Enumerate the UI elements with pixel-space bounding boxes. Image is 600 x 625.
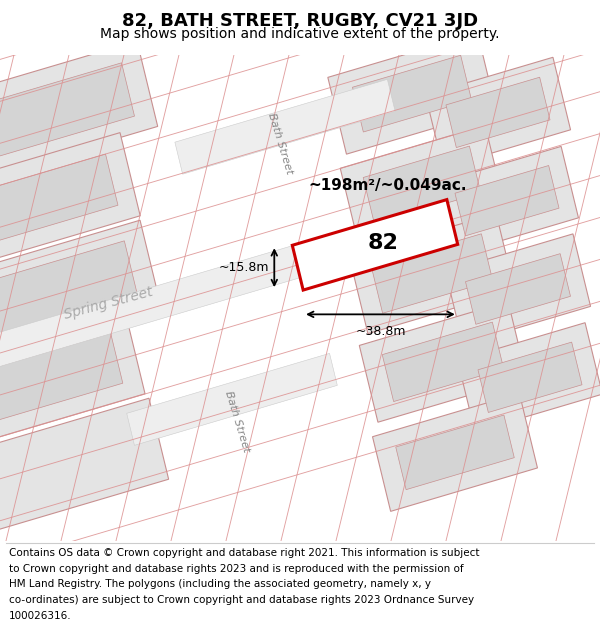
Text: ~38.8m: ~38.8m <box>355 326 406 338</box>
Text: HM Land Registry. The polygons (including the associated geometry, namely x, y: HM Land Registry. The polygons (includin… <box>9 579 431 589</box>
Polygon shape <box>127 353 337 446</box>
Text: 82, BATH STREET, RUGBY, CV21 3JD: 82, BATH STREET, RUGBY, CV21 3JD <box>122 12 478 30</box>
Polygon shape <box>425 58 571 168</box>
Text: co-ordinates) are subject to Crown copyright and database rights 2023 Ordnance S: co-ordinates) are subject to Crown copyr… <box>9 595 474 605</box>
Polygon shape <box>0 154 118 243</box>
Polygon shape <box>292 199 458 290</box>
Text: 82: 82 <box>368 232 398 253</box>
Polygon shape <box>445 234 590 344</box>
Polygon shape <box>0 398 169 533</box>
Polygon shape <box>466 254 571 324</box>
Polygon shape <box>436 146 578 255</box>
Polygon shape <box>0 241 138 337</box>
Polygon shape <box>363 146 481 224</box>
Polygon shape <box>0 41 158 179</box>
Polygon shape <box>0 132 140 264</box>
Polygon shape <box>0 244 307 368</box>
Polygon shape <box>340 126 504 245</box>
Polygon shape <box>373 393 538 511</box>
Text: Spring Street: Spring Street <box>62 285 154 322</box>
Polygon shape <box>359 301 527 423</box>
Polygon shape <box>0 312 145 443</box>
Polygon shape <box>175 79 395 174</box>
Polygon shape <box>0 220 161 358</box>
Polygon shape <box>458 322 600 432</box>
Polygon shape <box>0 63 134 158</box>
Polygon shape <box>349 214 515 334</box>
Text: 100026316.: 100026316. <box>9 611 71 621</box>
Text: Contains OS data © Crown copyright and database right 2021. This information is : Contains OS data © Crown copyright and d… <box>9 548 479 558</box>
Text: ~15.8m: ~15.8m <box>219 261 269 274</box>
Text: Map shows position and indicative extent of the property.: Map shows position and indicative extent… <box>100 28 500 41</box>
Polygon shape <box>455 166 559 236</box>
Polygon shape <box>328 33 496 154</box>
Text: ~198m²/~0.049ac.: ~198m²/~0.049ac. <box>309 177 467 192</box>
Polygon shape <box>478 342 582 412</box>
Polygon shape <box>396 415 514 489</box>
Polygon shape <box>382 322 504 402</box>
Text: Bath Street: Bath Street <box>266 111 294 175</box>
Polygon shape <box>446 78 550 148</box>
Polygon shape <box>371 234 493 313</box>
Text: Bath Street: Bath Street <box>223 389 251 453</box>
Polygon shape <box>352 55 472 132</box>
Text: to Crown copyright and database rights 2023 and is reproduced with the permissio: to Crown copyright and database rights 2… <box>9 564 464 574</box>
Polygon shape <box>0 333 123 421</box>
